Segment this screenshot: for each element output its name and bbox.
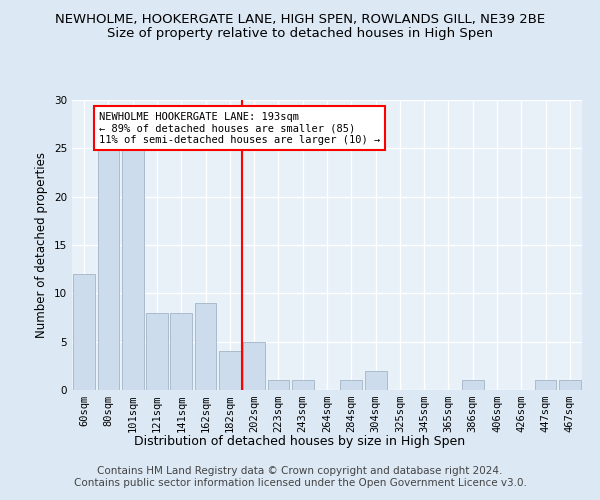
Bar xyxy=(122,148,143,390)
Text: Contains HM Land Registry data © Crown copyright and database right 2024.
Contai: Contains HM Land Registry data © Crown c… xyxy=(74,466,526,487)
Bar xyxy=(340,380,362,390)
Bar xyxy=(292,380,314,390)
Y-axis label: Number of detached properties: Number of detached properties xyxy=(35,152,49,338)
Bar xyxy=(535,380,556,390)
Bar xyxy=(462,380,484,390)
Bar xyxy=(97,148,119,390)
Bar xyxy=(73,274,95,390)
Bar xyxy=(194,303,217,390)
Bar xyxy=(146,312,168,390)
Bar xyxy=(219,352,241,390)
Text: NEWHOLME, HOOKERGATE LANE, HIGH SPEN, ROWLANDS GILL, NE39 2BE: NEWHOLME, HOOKERGATE LANE, HIGH SPEN, RO… xyxy=(55,12,545,26)
Bar xyxy=(170,312,192,390)
Text: Distribution of detached houses by size in High Spen: Distribution of detached houses by size … xyxy=(134,435,466,448)
Bar xyxy=(268,380,289,390)
Text: NEWHOLME HOOKERGATE LANE: 193sqm
← 89% of detached houses are smaller (85)
11% o: NEWHOLME HOOKERGATE LANE: 193sqm ← 89% o… xyxy=(99,112,380,145)
Bar xyxy=(559,380,581,390)
Text: Size of property relative to detached houses in High Spen: Size of property relative to detached ho… xyxy=(107,28,493,40)
Bar xyxy=(365,370,386,390)
Bar xyxy=(243,342,265,390)
